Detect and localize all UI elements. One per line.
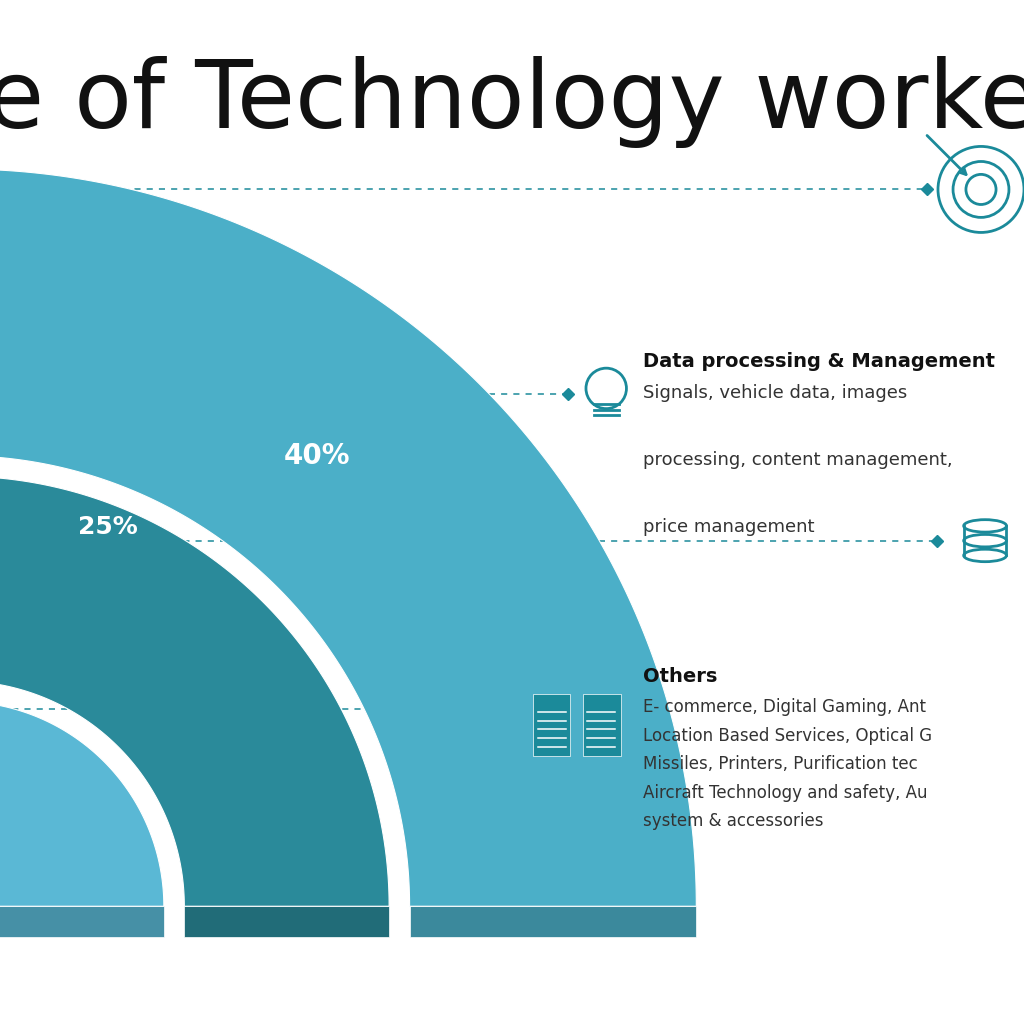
Text: Others: Others <box>643 667 718 686</box>
Polygon shape <box>0 169 696 906</box>
Text: 25%: 25% <box>78 515 137 540</box>
Text: E- commerce, Digital Gaming, Ant
Location Based Services, Optical G
Missiles, Pr: E- commerce, Digital Gaming, Ant Locatio… <box>643 698 932 830</box>
Polygon shape <box>184 906 389 937</box>
Polygon shape <box>583 694 621 756</box>
Polygon shape <box>0 476 389 906</box>
Polygon shape <box>0 906 164 937</box>
Polygon shape <box>410 906 696 937</box>
Text: Data processing & Management: Data processing & Management <box>643 351 995 371</box>
Text: e of Technology worke: e of Technology worke <box>0 56 1024 148</box>
Text: Signals, vehicle data, images

processing, content management,

price management: Signals, vehicle data, images processing… <box>643 384 952 536</box>
Polygon shape <box>532 694 570 756</box>
Polygon shape <box>0 701 164 906</box>
Text: 40%: 40% <box>285 441 350 470</box>
